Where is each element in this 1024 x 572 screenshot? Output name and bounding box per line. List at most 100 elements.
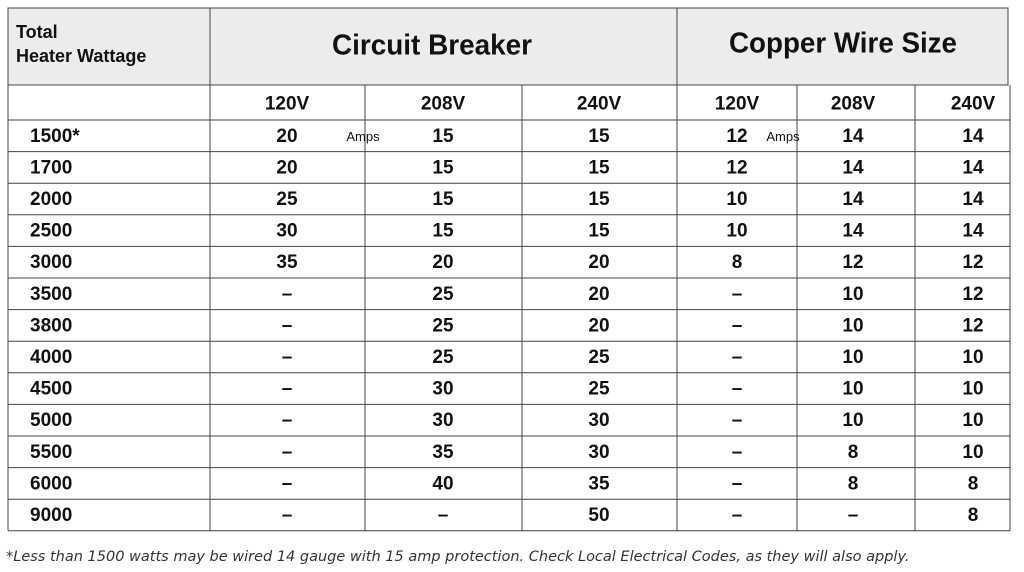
- table-cell: 10: [842, 315, 863, 336]
- table-cell: 8: [968, 473, 979, 494]
- table-cell: 20: [432, 252, 453, 273]
- table-cell: –: [282, 505, 293, 526]
- table-cell: 20: [588, 284, 609, 305]
- table-cell: –: [732, 284, 743, 305]
- table-cell: 10: [962, 347, 983, 368]
- table-cell: 14: [842, 189, 864, 210]
- table-cell: –: [282, 284, 293, 305]
- table-cell: 25: [432, 347, 454, 368]
- table-cell: 35: [432, 442, 454, 463]
- table-cell: 14: [962, 126, 984, 147]
- table-cell: 50: [588, 505, 609, 526]
- table-cell: 10: [842, 379, 863, 400]
- table-cell: 10: [726, 189, 747, 210]
- wattage: 5000: [30, 410, 72, 431]
- table-cell: 15: [432, 157, 454, 178]
- table-cell: 12: [726, 157, 747, 178]
- table-cell: –: [282, 442, 293, 463]
- group-header: Circuit Breaker: [332, 30, 532, 62]
- table-cell: 12: [962, 252, 983, 273]
- voltage-header: 208V: [421, 94, 466, 115]
- wattage: 2000: [30, 189, 72, 210]
- table-cell: 30: [276, 221, 297, 242]
- table-cell: 10: [962, 442, 983, 463]
- table-cell: 25: [432, 284, 454, 305]
- wattage: 4500: [30, 379, 72, 400]
- table-cell: –: [732, 379, 743, 400]
- table-cell: 8: [732, 252, 743, 273]
- table-cell: 15: [588, 221, 610, 242]
- table-cell: 15: [588, 189, 610, 210]
- table-cell: 30: [432, 410, 453, 431]
- footnote: *Less than 1500 watts may be wired 14 ga…: [6, 549, 910, 565]
- table-cell: 14: [962, 157, 984, 178]
- voltage-header: 208V: [831, 94, 876, 115]
- table-cell: 40: [432, 473, 453, 494]
- table-cell: –: [282, 473, 293, 494]
- table-cell: 35: [276, 252, 298, 273]
- wattage: 5500: [30, 442, 72, 463]
- table-cell: 10: [726, 221, 747, 242]
- corner-label: Heater Wattage: [16, 46, 146, 66]
- table-cell: 8: [848, 473, 859, 494]
- table-cell: 14: [962, 189, 984, 210]
- table-cell: 14: [842, 157, 864, 178]
- table-cell: 10: [842, 347, 863, 368]
- table-cell: 14: [842, 126, 864, 147]
- wattage: 3000: [30, 252, 72, 273]
- table-cell: 15: [588, 126, 610, 147]
- unit-label: Amps: [346, 129, 380, 144]
- wattage: 3500: [30, 284, 72, 305]
- table-cell: –: [282, 410, 293, 431]
- voltage-header: 120V: [715, 94, 760, 115]
- wattage: 9000: [30, 505, 72, 526]
- table-cell: 20: [276, 126, 297, 147]
- table-cell: 12: [842, 252, 863, 273]
- table-cell: 20: [588, 252, 609, 273]
- table-cell: 10: [962, 410, 983, 431]
- table-cell: 14: [842, 221, 864, 242]
- table-cell: –: [282, 347, 293, 368]
- table-cell: 25: [276, 189, 298, 210]
- table-cell: –: [732, 410, 743, 431]
- voltage-header: 240V: [577, 94, 622, 115]
- wattage: 2500: [30, 221, 72, 242]
- table-cell: 10: [962, 379, 983, 400]
- header-band: [7, 7, 1009, 86]
- table-cell: 25: [588, 347, 610, 368]
- table-cell: 15: [588, 157, 610, 178]
- corner-label: Total: [16, 22, 58, 42]
- voltage-header: 240V: [951, 94, 996, 115]
- table-cell: 12: [962, 315, 983, 336]
- table-cell: 12: [962, 284, 983, 305]
- group-header: Copper Wire Size: [729, 28, 957, 60]
- table-cell: 30: [588, 442, 609, 463]
- table-cell: –: [438, 505, 449, 526]
- table-cell: –: [732, 442, 743, 463]
- table-cell: 30: [588, 410, 609, 431]
- table-cell: 25: [432, 315, 454, 336]
- table-cell: 20: [588, 315, 609, 336]
- wattage: 4000: [30, 347, 72, 368]
- table-cell: 15: [432, 126, 454, 147]
- table-cell: –: [732, 473, 743, 494]
- wattage: 1500*: [30, 126, 80, 147]
- table-cell: 35: [588, 473, 610, 494]
- table-cell: 15: [432, 189, 454, 210]
- table-cell: 25: [588, 379, 610, 400]
- table-cell: 30: [432, 379, 453, 400]
- table-cell: 8: [848, 442, 859, 463]
- table-cell: 10: [842, 410, 863, 431]
- table-cell: 12: [726, 126, 747, 147]
- wattage: 3800: [30, 315, 72, 336]
- table-cell: 15: [432, 221, 454, 242]
- table-cell: –: [732, 505, 743, 526]
- table-cell: –: [282, 379, 293, 400]
- table-cell: 14: [962, 221, 984, 242]
- table-cell: –: [732, 347, 743, 368]
- unit-label: Amps: [766, 129, 800, 144]
- table-cell: 20: [276, 157, 297, 178]
- table-cell: –: [848, 505, 859, 526]
